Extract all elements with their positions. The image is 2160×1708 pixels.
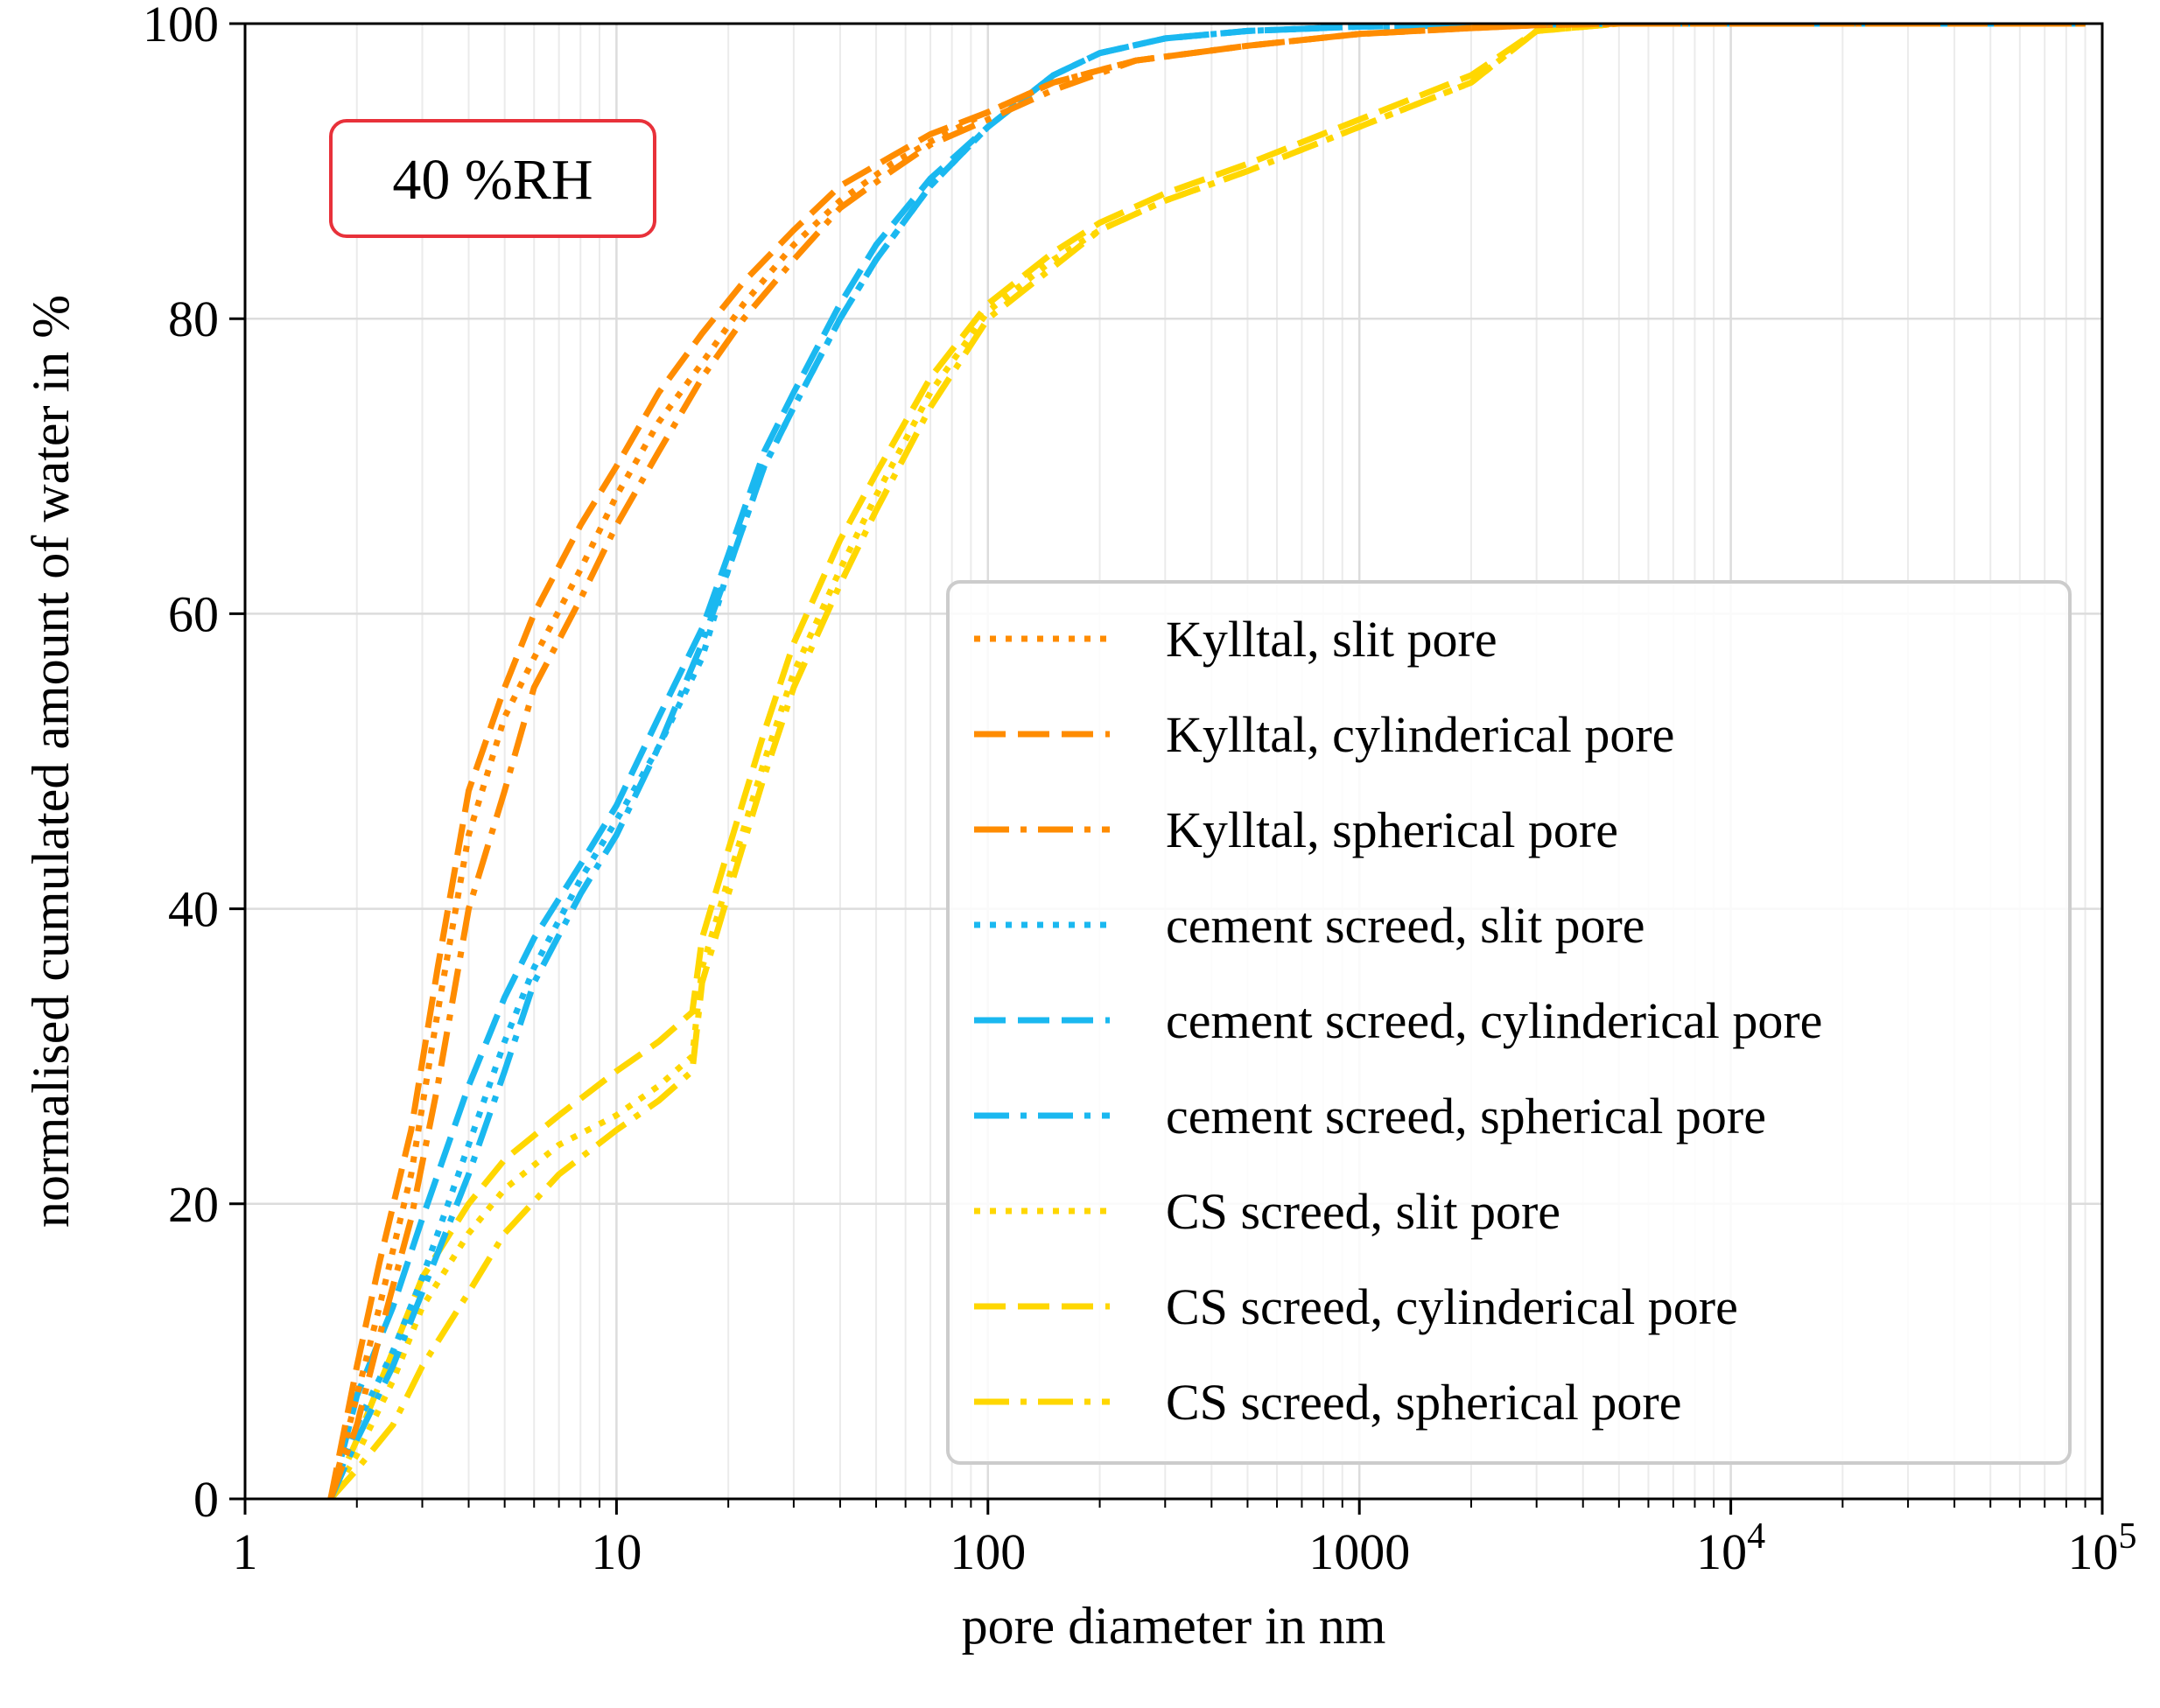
x-tick-labels: 1 10 100 1000 104 105 (233, 1516, 2137, 1580)
legend: Kylltal, slit pore Kylltal, cylinderical … (946, 580, 2072, 1465)
annotation-text: 40 %RH (392, 148, 593, 212)
legend-label: CS screed, cylinderical pore (1166, 1278, 1738, 1335)
legend-label: cement screed, spherical pore (1166, 1088, 1766, 1144)
legend-box (946, 580, 2072, 1465)
series-line-cs-screed-cylinderical-pore (327, 24, 2086, 1499)
x-tick-label: 1000 (1308, 1523, 1410, 1580)
y-tick-label: 80 (168, 290, 219, 347)
y-axis-label: normalised cumulated amount of water in … (22, 295, 80, 1228)
x-tick-label: 100 (950, 1523, 1026, 1580)
series-line-cs-screed-slit-pore (327, 24, 2086, 1499)
legend-label: cement screed, cylinderical pore (1166, 992, 1822, 1049)
y-tick-label: 20 (168, 1176, 219, 1233)
x-tick-label: 10 (591, 1523, 642, 1580)
series-line-cement-screed-slit-pore (327, 24, 2086, 1499)
y-tick-label: 60 (168, 585, 219, 642)
x-axis-label: pore diameter in nm (962, 1597, 1386, 1655)
legend-label: Kylltal, cylinderical pore (1166, 706, 1674, 763)
plot-frame (243, 22, 2104, 1501)
legend-items: Kylltal, slit pore Kylltal, cylinderical … (974, 611, 1822, 1431)
series-line-cement-screed-spherical-pore (327, 24, 2086, 1499)
series-layer (327, 24, 2086, 1499)
legend-label: Kylltal, spherical pore (1166, 802, 1618, 858)
x-tick-label: 105 (2068, 1516, 2137, 1580)
x-tick-label: 104 (1696, 1516, 1765, 1580)
y-tick-label: 100 (143, 0, 219, 52)
legend-label: cement screed, slit pore (1166, 897, 1645, 954)
x-tick-label: 1 (233, 1523, 258, 1580)
series-line-cs-screed-spherical-pore (328, 24, 2086, 1499)
y-tick-labels: 0 20 40 60 80 100 (143, 0, 219, 1528)
legend-label: CS screed, slit pore (1166, 1183, 1560, 1240)
humidity-annotation: 40 %RH (329, 119, 656, 238)
y-tick-label: 40 (168, 881, 219, 938)
series-line-kylltal-spherical-pore (327, 24, 2086, 1499)
ticks-layer (229, 22, 2104, 1515)
legend-label: Kylltal, slit pore (1166, 611, 1497, 668)
legend-label: CS screed, spherical pore (1166, 1374, 1681, 1431)
y-tick-label: 0 (193, 1471, 219, 1528)
annotation-box (329, 119, 656, 238)
